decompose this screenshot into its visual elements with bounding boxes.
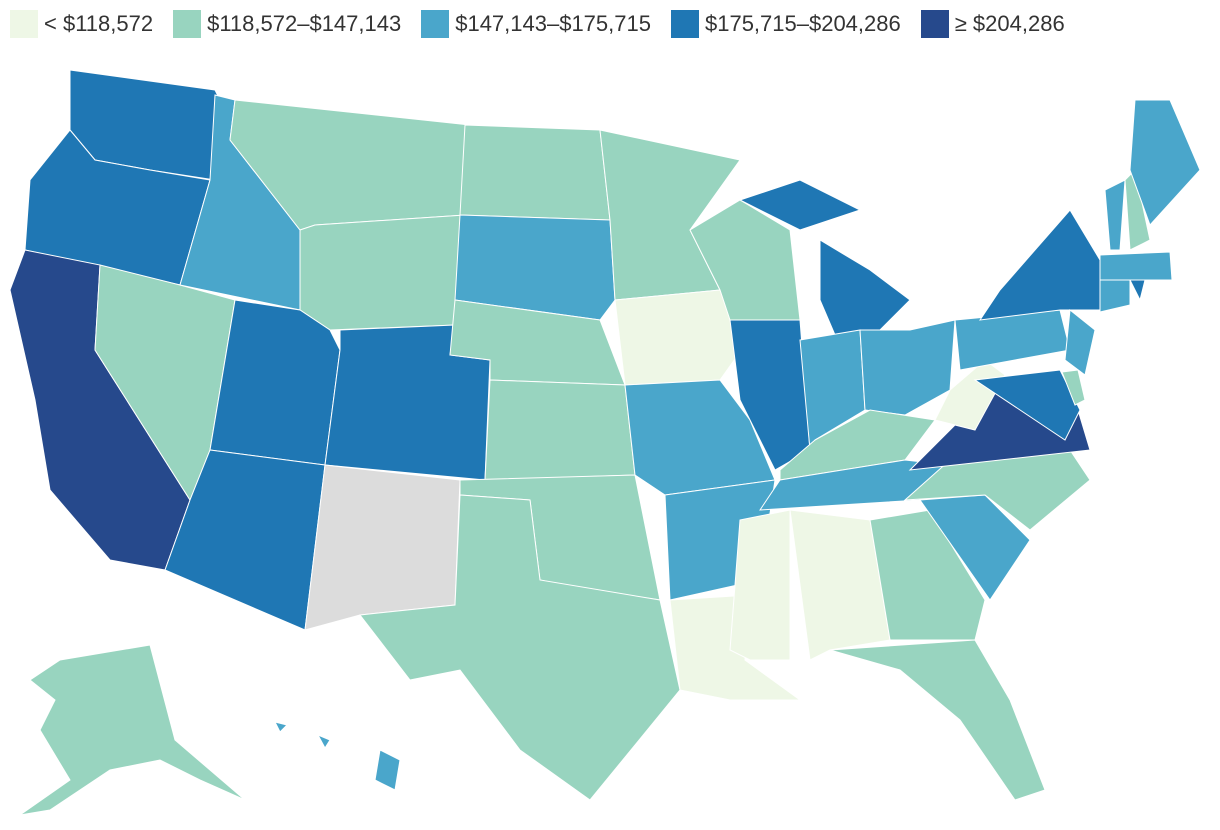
legend-item: $147,143–$175,715 bbox=[421, 10, 651, 38]
state bbox=[1099, 279, 1131, 313]
state bbox=[316, 733, 331, 749]
legend-label: $147,143–$175,715 bbox=[455, 11, 651, 36]
state bbox=[789, 509, 891, 661]
state bbox=[829, 639, 1046, 801]
state bbox=[1061, 369, 1086, 406]
legend-item: $118,572–$147,143 bbox=[173, 10, 401, 38]
legend: < $118,572 $118,572–$147,143 $147,143–$175… bbox=[10, 10, 1065, 38]
state bbox=[1129, 279, 1146, 302]
state bbox=[1099, 251, 1173, 281]
state bbox=[484, 379, 636, 481]
state bbox=[374, 749, 401, 791]
state bbox=[164, 449, 326, 631]
state bbox=[274, 721, 288, 733]
state bbox=[859, 319, 956, 416]
state bbox=[738, 179, 862, 231]
state bbox=[819, 239, 911, 336]
state bbox=[459, 124, 611, 221]
state bbox=[729, 509, 791, 661]
state bbox=[869, 509, 986, 641]
legend-label: $118,572–$147,143 bbox=[207, 11, 402, 36]
legend-swatch bbox=[173, 10, 202, 38]
state bbox=[934, 359, 1006, 431]
state bbox=[799, 329, 866, 452]
state bbox=[1129, 99, 1201, 226]
legend-label: < $118,572 bbox=[44, 11, 154, 36]
legend-swatch bbox=[421, 10, 450, 38]
state bbox=[359, 494, 681, 801]
legend-swatch bbox=[670, 10, 699, 38]
state bbox=[614, 289, 746, 386]
legend-label: $175,715–$204,286 bbox=[704, 11, 901, 36]
legend-item: $175,715–$204,286 bbox=[670, 10, 901, 38]
state bbox=[954, 309, 1071, 371]
state bbox=[973, 369, 1081, 441]
state bbox=[299, 214, 466, 331]
legend-swatch bbox=[920, 10, 949, 38]
legend-label: ≥ $204,286 bbox=[954, 11, 1065, 36]
state bbox=[978, 209, 1101, 321]
state bbox=[1104, 179, 1126, 251]
legend-item: ≥ $204,286 bbox=[920, 10, 1065, 38]
state bbox=[454, 214, 616, 321]
legend-swatch bbox=[10, 10, 38, 38]
state-no-data bbox=[304, 464, 461, 631]
state bbox=[19, 644, 246, 816]
legend-item: < $118,572 bbox=[10, 10, 153, 38]
state bbox=[1064, 309, 1096, 376]
